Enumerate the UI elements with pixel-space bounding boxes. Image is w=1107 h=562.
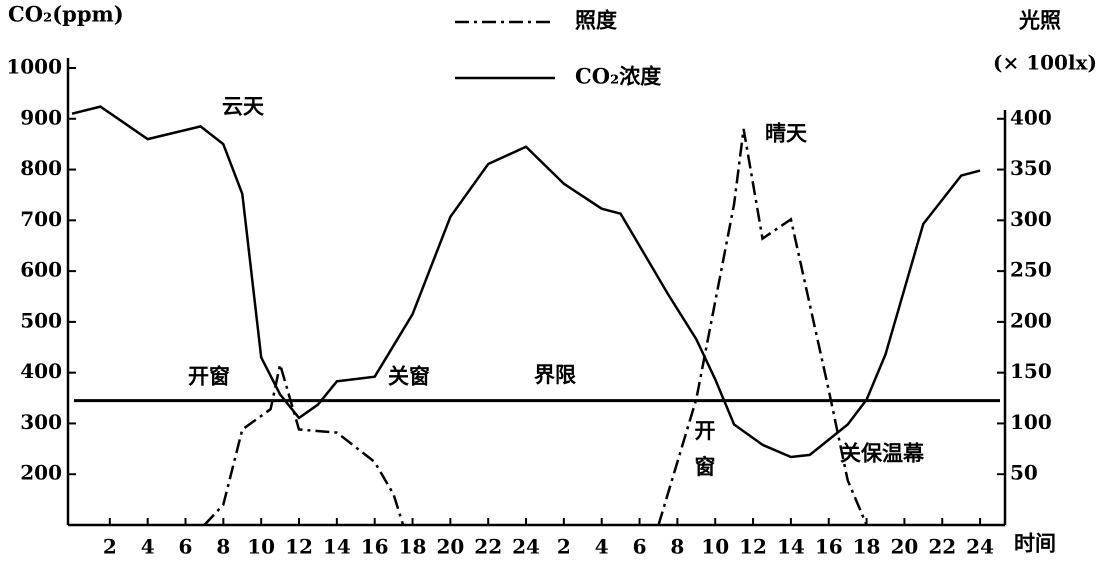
- y-tick-label: 700: [20, 207, 62, 231]
- x-tick-label: 14: [777, 535, 805, 559]
- legend-label: 照度: [575, 8, 617, 33]
- annotation: 关窗: [388, 364, 430, 389]
- y2-tick-label: 150: [1010, 359, 1052, 383]
- x-tick-label: 16: [361, 535, 389, 559]
- x-tick-label: 18: [399, 535, 427, 559]
- x-tick-label: 4: [141, 535, 155, 559]
- y2-axis-label: 光照: [1018, 8, 1061, 33]
- x-tick-label: 22: [474, 535, 502, 559]
- annotation: 开窗: [188, 364, 230, 389]
- y2-axis-unit: (× 100lx): [993, 51, 1097, 75]
- y-tick-label: 200: [20, 461, 62, 485]
- y-tick-label: 500: [20, 308, 62, 332]
- y-tick-label: 400: [20, 359, 62, 383]
- y2-tick-label: 100: [1010, 410, 1052, 434]
- x-tick-label: 10: [701, 535, 729, 559]
- y-tick-label: 800: [20, 156, 62, 180]
- x-tick-label: 6: [633, 535, 647, 559]
- x-tick-label: 16: [815, 535, 843, 559]
- x-tick-label: 8: [216, 535, 230, 559]
- series-line: [71, 105, 981, 459]
- y-tick-label: 900: [20, 105, 62, 129]
- y2-tick-label: 250: [1010, 258, 1052, 282]
- y-axis-label: CO₂(ppm): [8, 2, 124, 27]
- y2-tick-label: 200: [1010, 308, 1052, 332]
- y2-tick-label: 300: [1010, 207, 1052, 231]
- annotation: 开窗: [695, 418, 716, 479]
- x-tick-label: 2: [103, 535, 117, 559]
- y2-tick-label: 350: [1010, 156, 1052, 180]
- y-tick-label: 300: [20, 410, 62, 434]
- y-tick-label: 600: [20, 258, 62, 282]
- x-tick-label: 12: [285, 535, 313, 559]
- x-tick-label: 20: [436, 535, 464, 559]
- x-tick-label: 10: [247, 535, 275, 559]
- x-tick-label: 2: [557, 535, 571, 559]
- x-tick-label: 18: [853, 535, 881, 559]
- x-tick-label: 8: [670, 535, 684, 559]
- x-tick-label: 24: [512, 535, 540, 559]
- x-tick-label: 14: [323, 535, 351, 559]
- x-tick-label: 6: [179, 535, 193, 559]
- x-tick-label: 4: [595, 535, 609, 559]
- y-tick-label: 1000: [6, 55, 62, 79]
- threshold-label: 界限: [534, 362, 576, 387]
- x-axis-label: 时间: [1014, 531, 1056, 556]
- x-tick-label: 20: [890, 535, 918, 559]
- x-tick-label: 22: [928, 535, 956, 559]
- y2-tick-label: 50: [1010, 461, 1038, 485]
- y2-tick-label: 400: [1010, 105, 1052, 129]
- annotation: 关保温幕: [840, 441, 925, 466]
- x-tick-label: 24: [966, 535, 994, 559]
- annotation: 云天: [222, 94, 265, 119]
- annotation: 晴天: [765, 121, 808, 146]
- legend-label: CO₂浓度: [575, 64, 661, 89]
- series-line: [203, 128, 868, 526]
- x-tick-label: 12: [739, 535, 767, 559]
